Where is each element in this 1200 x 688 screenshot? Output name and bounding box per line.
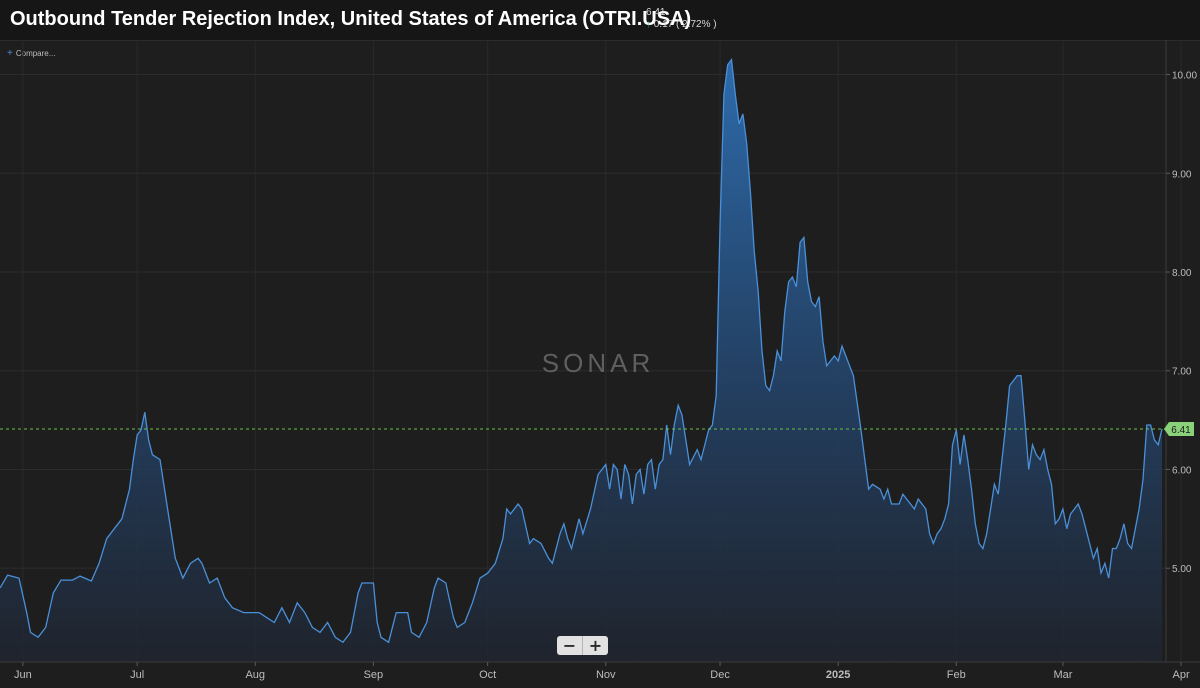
- plus-icon: +: [7, 48, 13, 59]
- zoom-in-button[interactable]: +: [583, 636, 608, 655]
- last-value-text: 6.41: [1171, 425, 1191, 436]
- zoom-divider: [582, 636, 583, 655]
- y-tick-label: 6.00: [1172, 465, 1192, 476]
- x-tick-label: Dec: [710, 669, 730, 681]
- last-value: 6.41: [646, 7, 666, 18]
- x-tick-label: Apr: [1172, 669, 1189, 681]
- chart-area: SONAR 5.00 6.00 7.00 8.00 9.00 10.00 Jun Jul Au…: [0, 40, 1200, 681]
- compare-label: Compare...: [15, 49, 56, 58]
- x-axis: JunJulAugSepOctNovDec2025FebMarAprMay: [14, 662, 1190, 681]
- x-tick-label: Oct: [479, 669, 496, 681]
- x-tick-label: Feb: [947, 669, 966, 681]
- series-area: [0, 59, 1162, 662]
- x-tick-label: Jun: [14, 669, 32, 681]
- y-tick-label: 9.00: [1172, 169, 1192, 180]
- quote-box: 6.41 ↑ 0.17 ( 2.72% ): [646, 7, 717, 31]
- x-tick-label: Nov: [596, 669, 616, 681]
- sonar-watermark: SONAR: [542, 348, 654, 378]
- x-tick-label: 2025: [826, 669, 850, 681]
- last-value-badge: [1164, 421, 1194, 436]
- y-tick-label: 5.00: [1172, 564, 1192, 575]
- change-text: 0.17 ( 2.72% ): [653, 19, 717, 30]
- x-tick-label: Mar: [1053, 669, 1072, 681]
- arrow-up-icon: ↑: [646, 19, 651, 30]
- x-tick-label: Jul: [130, 669, 144, 681]
- zoom-out-button[interactable]: −: [557, 636, 582, 655]
- y-tick-label: 8.00: [1172, 268, 1192, 279]
- change-row: ↑ 0.17 ( 2.72% ): [646, 19, 717, 31]
- chart-header: Outbound Tender Rejection Index, United …: [0, 0, 1200, 41]
- last-value-label: 6.41: [1164, 421, 1194, 436]
- x-tick-label: Aug: [245, 669, 265, 681]
- y-tick-label: 10.00: [1172, 71, 1197, 82]
- series-line: [0, 58, 1163, 644]
- chart-title: Outbound Tender Rejection Index, United …: [10, 8, 692, 30]
- y-tick-label: 7.00: [1172, 367, 1192, 378]
- x-tick-label: Sep: [364, 669, 384, 681]
- y-axis: 5.00 6.00 7.00 8.00 9.00 10.00: [1166, 71, 1197, 575]
- zoom-control: − +: [557, 636, 608, 655]
- compare-button[interactable]: + Compare...: [7, 48, 55, 59]
